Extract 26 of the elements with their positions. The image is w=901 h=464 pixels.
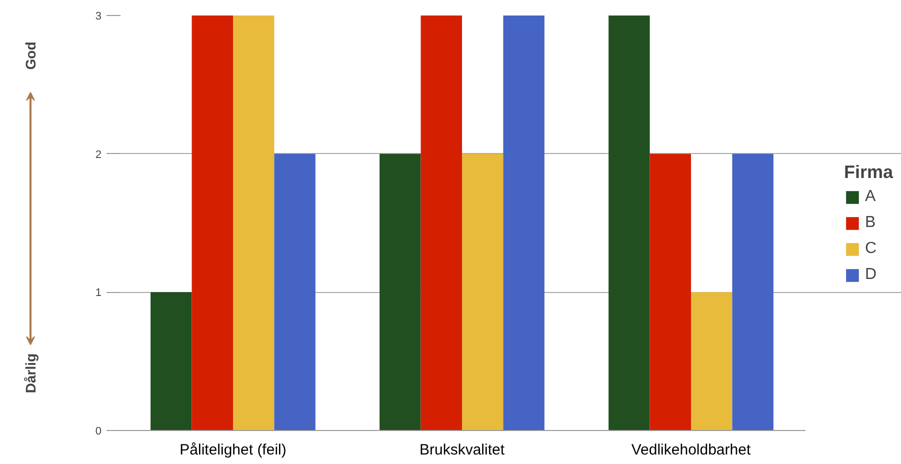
- bar: [732, 154, 774, 430]
- bar: [233, 16, 274, 430]
- x-tick-label: Vedlikeholdbarhet: [631, 442, 752, 458]
- y-tick-label: 2: [95, 148, 102, 161]
- legend-label: A: [864, 188, 877, 206]
- bar: [608, 16, 650, 430]
- legend-label: C: [864, 240, 878, 258]
- bar: [274, 154, 316, 430]
- y-tick-label: 0: [95, 426, 102, 438]
- bar: [503, 16, 544, 430]
- bar: [650, 154, 691, 430]
- legend-title: Firma: [844, 162, 893, 182]
- bar: [380, 154, 421, 430]
- bar: [420, 16, 462, 430]
- text: Dårlig: [22, 353, 38, 394]
- x-tick-label: Pålitelighet (feil): [180, 442, 286, 458]
- legend-label: B: [864, 214, 877, 232]
- bar: [150, 292, 192, 430]
- bar: [691, 292, 732, 430]
- legend-label: D: [864, 266, 878, 284]
- bar: [192, 16, 233, 430]
- x-tick-label: Brukskvalitet: [419, 442, 506, 458]
- bar: [462, 154, 504, 430]
- y-tick-label: 1: [95, 287, 102, 300]
- text: God: [22, 42, 38, 70]
- y-tick-label: 3: [95, 10, 102, 22]
